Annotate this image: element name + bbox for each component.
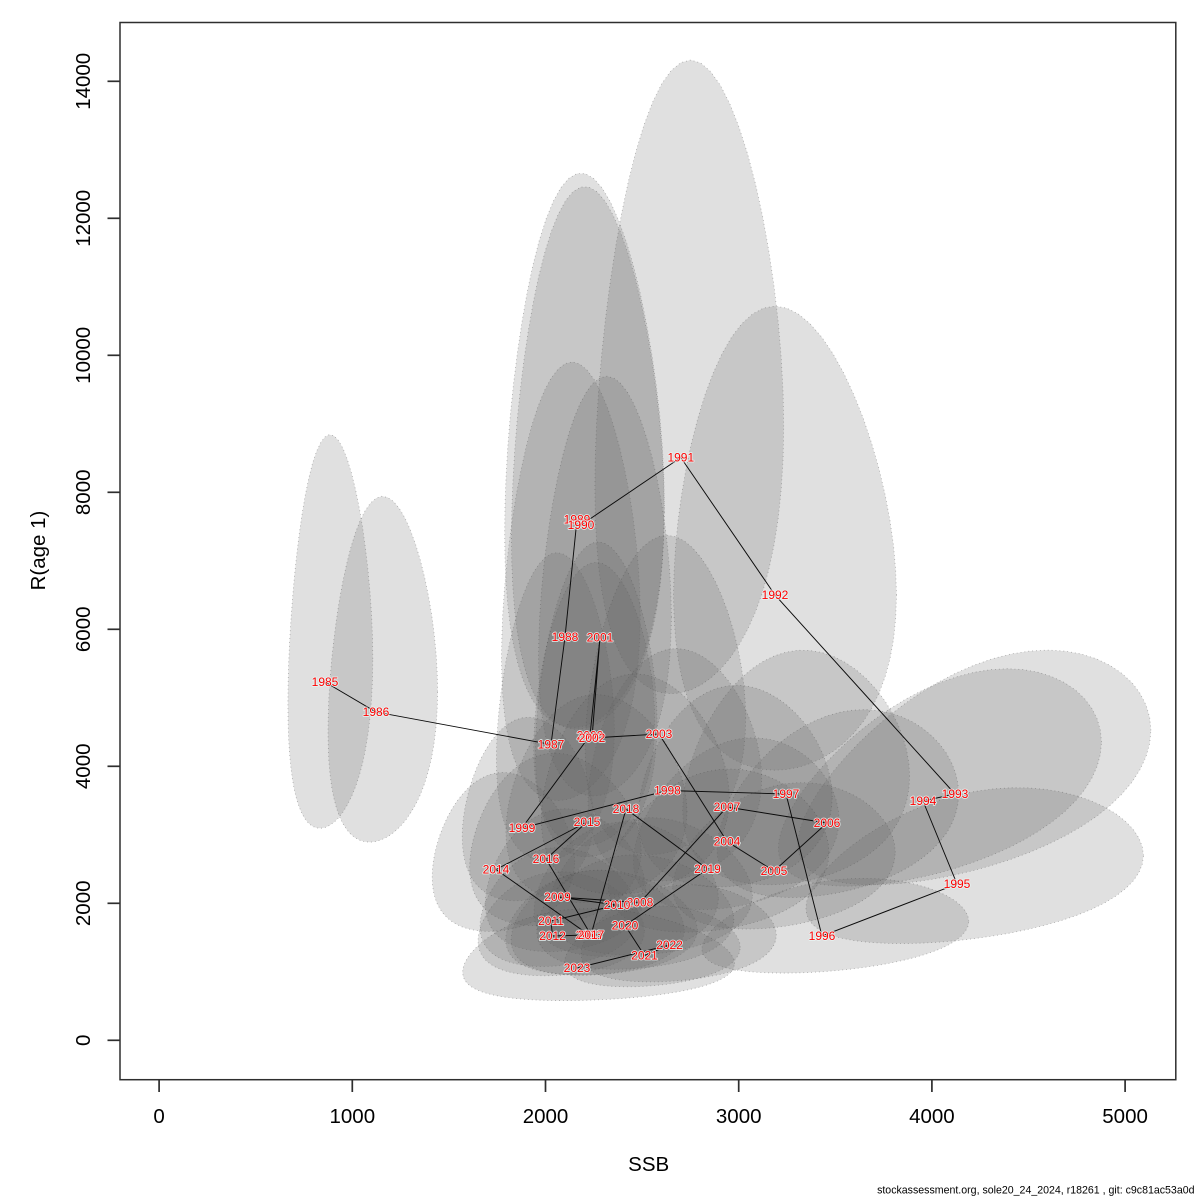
- svg-text:1987: 1987: [538, 738, 565, 752]
- svg-text:2017: 2017: [578, 928, 605, 942]
- svg-text:2009: 2009: [544, 890, 571, 904]
- svg-text:14000: 14000: [72, 53, 95, 110]
- svg-text:2000: 2000: [523, 1105, 569, 1128]
- svg-text:2001: 2001: [587, 631, 614, 645]
- svg-text:1991: 1991: [667, 451, 694, 465]
- svg-text:1993: 1993: [942, 787, 969, 801]
- svg-text:2007: 2007: [714, 800, 741, 814]
- svg-text:stockassessment.org, sole20_24: stockassessment.org, sole20_24_2024, r18…: [877, 1185, 1195, 1197]
- svg-text:1994: 1994: [910, 794, 937, 808]
- svg-text:2010: 2010: [604, 898, 631, 912]
- svg-text:5000: 5000: [1102, 1105, 1148, 1128]
- svg-text:8000: 8000: [72, 469, 95, 515]
- svg-text:1992: 1992: [762, 588, 789, 602]
- svg-text:1998: 1998: [654, 784, 681, 798]
- svg-text:2013: 2013: [576, 928, 603, 942]
- svg-text:3000: 3000: [716, 1105, 762, 1128]
- svg-text:2015: 2015: [574, 815, 601, 829]
- svg-text:1995: 1995: [944, 877, 971, 891]
- svg-text:2016: 2016: [533, 852, 560, 866]
- svg-text:1999: 1999: [509, 821, 536, 835]
- svg-text:2023: 2023: [564, 961, 591, 975]
- svg-text:0: 0: [72, 1035, 95, 1046]
- svg-text:6000: 6000: [72, 606, 95, 652]
- svg-text:2004: 2004: [714, 835, 741, 849]
- svg-text:2000: 2000: [72, 880, 95, 926]
- svg-text:2006: 2006: [814, 816, 841, 830]
- svg-text:1986: 1986: [363, 705, 390, 719]
- svg-text:1000: 1000: [329, 1105, 375, 1128]
- svg-text:R(age 1): R(age 1): [27, 511, 50, 591]
- svg-text:1996: 1996: [809, 929, 836, 943]
- svg-text:2012: 2012: [539, 929, 566, 943]
- svg-text:1988: 1988: [552, 630, 579, 644]
- svg-text:0: 0: [153, 1105, 164, 1128]
- svg-text:1990: 1990: [568, 518, 595, 532]
- svg-text:10000: 10000: [72, 327, 95, 384]
- svg-text:2014: 2014: [483, 863, 510, 877]
- svg-text:1997: 1997: [773, 787, 800, 801]
- svg-text:2000: 2000: [577, 729, 604, 743]
- svg-text:4000: 4000: [909, 1105, 955, 1128]
- svg-text:2003: 2003: [646, 727, 673, 741]
- svg-text:SSB: SSB: [628, 1153, 669, 1176]
- svg-text:2005: 2005: [761, 864, 788, 878]
- svg-text:4000: 4000: [72, 743, 95, 789]
- svg-text:2020: 2020: [612, 919, 639, 933]
- svg-text:2021: 2021: [631, 949, 658, 963]
- svg-text:2011: 2011: [538, 914, 564, 928]
- svg-text:2002: 2002: [579, 731, 606, 745]
- svg-text:1989: 1989: [564, 513, 591, 527]
- svg-text:2019: 2019: [694, 862, 721, 876]
- svg-text:1985: 1985: [312, 675, 339, 689]
- svg-text:12000: 12000: [72, 190, 95, 247]
- svg-text:2022: 2022: [656, 938, 683, 952]
- svg-text:2018: 2018: [613, 802, 640, 816]
- svg-text:2008: 2008: [627, 896, 654, 910]
